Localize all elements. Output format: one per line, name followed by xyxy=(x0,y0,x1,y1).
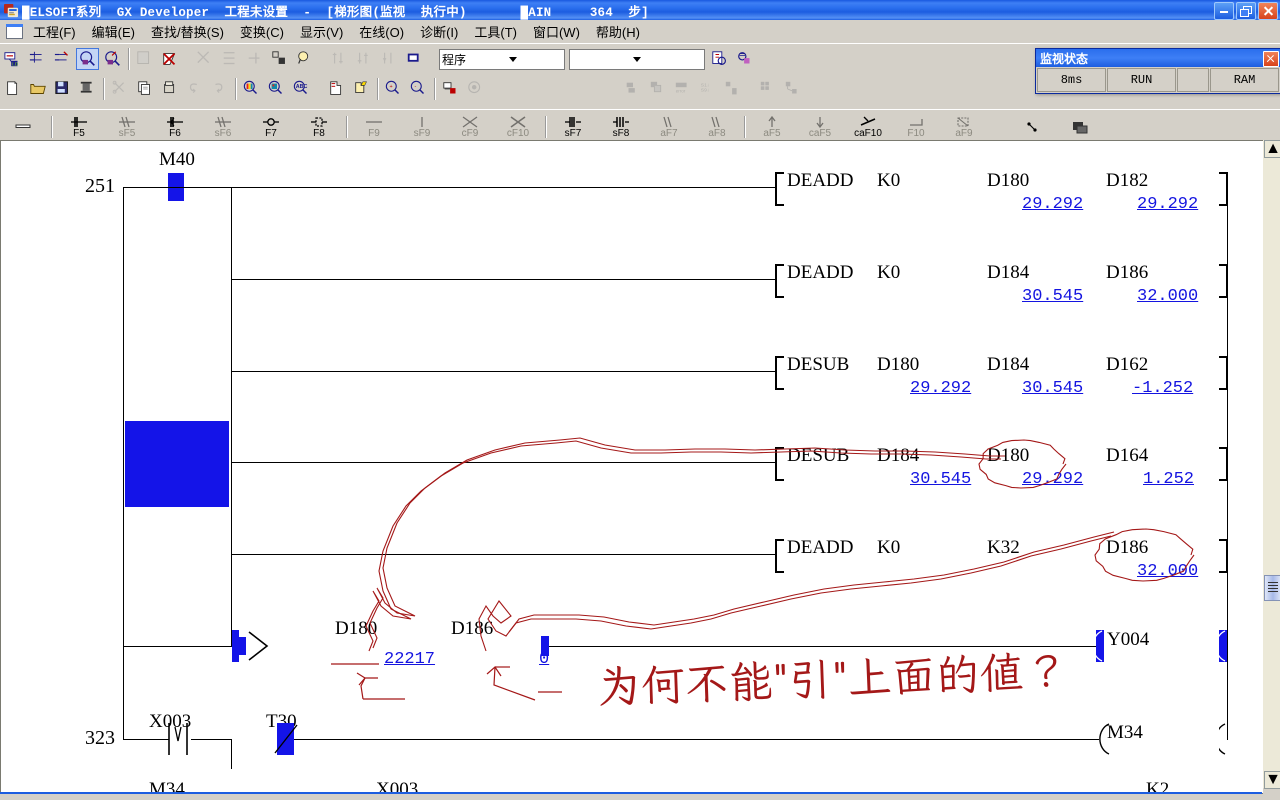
svg-text:ABC: ABC xyxy=(295,84,307,90)
svg-text:+: + xyxy=(389,84,392,90)
svg-text:S1↓: S1↓ xyxy=(700,82,709,88)
svg-text:error: error xyxy=(675,89,685,94)
svg-text:S9↓: S9↓ xyxy=(700,88,709,94)
svg-text:LD: LD xyxy=(12,61,19,66)
svg-text:-: - xyxy=(414,84,416,90)
